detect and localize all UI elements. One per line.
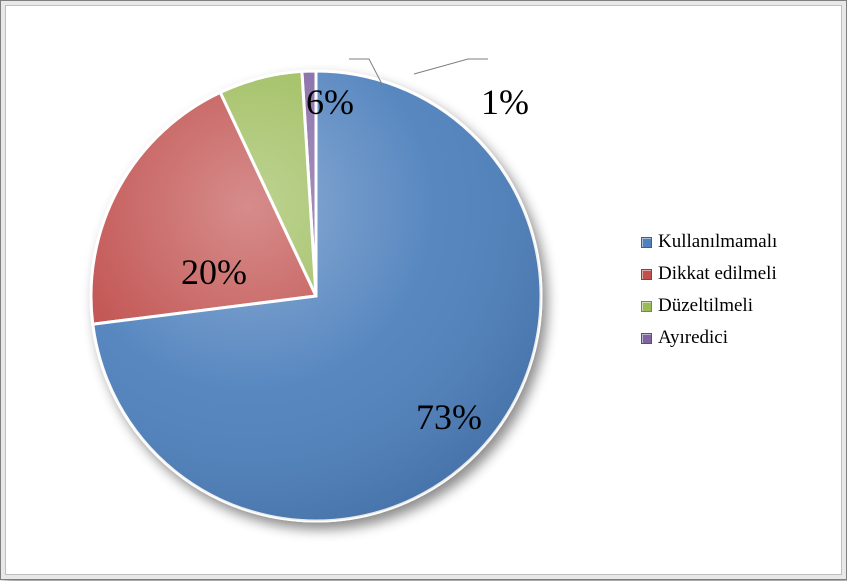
legend-item: Kullanılmamalı	[641, 231, 831, 253]
chart-frame: 1% 6% 20% 73% Kullanılmamalı Dikkat edilmeli…	[0, 0, 847, 580]
legend-item: Düzeltilmeli	[641, 295, 831, 317]
data-label: 6%	[306, 81, 354, 123]
data-label: 1%	[481, 81, 529, 123]
pie-svg	[81, 61, 551, 531]
legend-swatch	[641, 301, 652, 312]
legend-label: Dikkat edilmeli	[658, 263, 777, 285]
legend-label: Ayıredici	[658, 327, 728, 349]
label-leader	[414, 59, 488, 74]
legend-item: Ayıredici	[641, 327, 831, 349]
legend-label: Düzeltilmeli	[658, 295, 753, 317]
legend-swatch	[641, 237, 652, 248]
legend: Kullanılmamalı Dikkat edilmeli Düzeltilmel…	[641, 221, 831, 359]
legend-item: Dikkat edilmeli	[641, 263, 831, 285]
legend-swatch	[641, 269, 652, 280]
pie-wrap: 1% 6% 20% 73%	[81, 61, 551, 531]
data-label: 73%	[416, 396, 482, 438]
data-label: 20%	[181, 251, 247, 293]
legend-label: Kullanılmamalı	[658, 231, 777, 253]
pie-chart: 1% 6% 20% 73%	[1, 1, 641, 581]
legend-swatch	[641, 333, 652, 344]
